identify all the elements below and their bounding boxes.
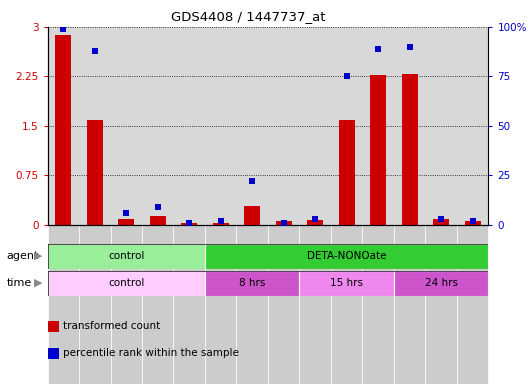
Text: control: control [108, 278, 145, 288]
Bar [299, 271, 394, 296]
FancyBboxPatch shape [331, 225, 362, 384]
Bar [394, 271, 488, 296]
Text: DETA-NONOate: DETA-NONOate [307, 251, 386, 262]
Text: agent: agent [7, 251, 39, 261]
Point [279, 220, 288, 226]
Bar [370, 75, 386, 225]
FancyBboxPatch shape [79, 225, 110, 384]
Point [468, 218, 477, 224]
Text: transformed count: transformed count [63, 321, 161, 331]
Bar [465, 221, 480, 225]
Point [374, 46, 382, 52]
Bar [213, 223, 229, 225]
Text: ▶: ▶ [34, 278, 42, 288]
Text: time: time [7, 278, 32, 288]
Point [59, 26, 68, 32]
Bar [433, 219, 449, 225]
Bar [205, 244, 488, 269]
Bar [48, 271, 205, 296]
Bar [205, 271, 299, 296]
Bar [87, 121, 102, 225]
FancyBboxPatch shape [394, 225, 426, 384]
FancyBboxPatch shape [174, 225, 205, 384]
Bar [181, 223, 197, 225]
FancyBboxPatch shape [48, 225, 79, 384]
FancyBboxPatch shape [299, 225, 331, 384]
Bar [118, 219, 134, 225]
Bar [339, 121, 355, 225]
Text: percentile rank within the sample: percentile rank within the sample [63, 348, 239, 358]
FancyBboxPatch shape [205, 225, 237, 384]
Text: 8 hrs: 8 hrs [239, 278, 266, 288]
Bar [150, 216, 166, 225]
Point [343, 73, 351, 79]
Point [437, 216, 446, 222]
Text: 24 hrs: 24 hrs [425, 278, 458, 288]
Point [154, 204, 162, 210]
Point [311, 216, 319, 222]
Point [90, 48, 99, 54]
Bar [276, 221, 291, 225]
FancyBboxPatch shape [426, 225, 457, 384]
FancyBboxPatch shape [362, 225, 394, 384]
FancyBboxPatch shape [457, 225, 488, 384]
FancyBboxPatch shape [110, 225, 142, 384]
Text: 15 hrs: 15 hrs [330, 278, 363, 288]
Bar [48, 244, 205, 269]
FancyBboxPatch shape [268, 225, 299, 384]
Point [216, 218, 225, 224]
Point [185, 220, 193, 226]
FancyBboxPatch shape [237, 225, 268, 384]
Text: GDS4408 / 1447737_at: GDS4408 / 1447737_at [171, 10, 325, 23]
Bar [402, 74, 418, 225]
Text: control: control [108, 251, 145, 262]
Point [122, 210, 130, 216]
Point [248, 178, 257, 184]
Bar [244, 206, 260, 225]
Bar [55, 35, 71, 225]
Bar [307, 220, 323, 225]
Point [406, 44, 414, 50]
Text: ▶: ▶ [34, 251, 42, 261]
FancyBboxPatch shape [142, 225, 174, 384]
